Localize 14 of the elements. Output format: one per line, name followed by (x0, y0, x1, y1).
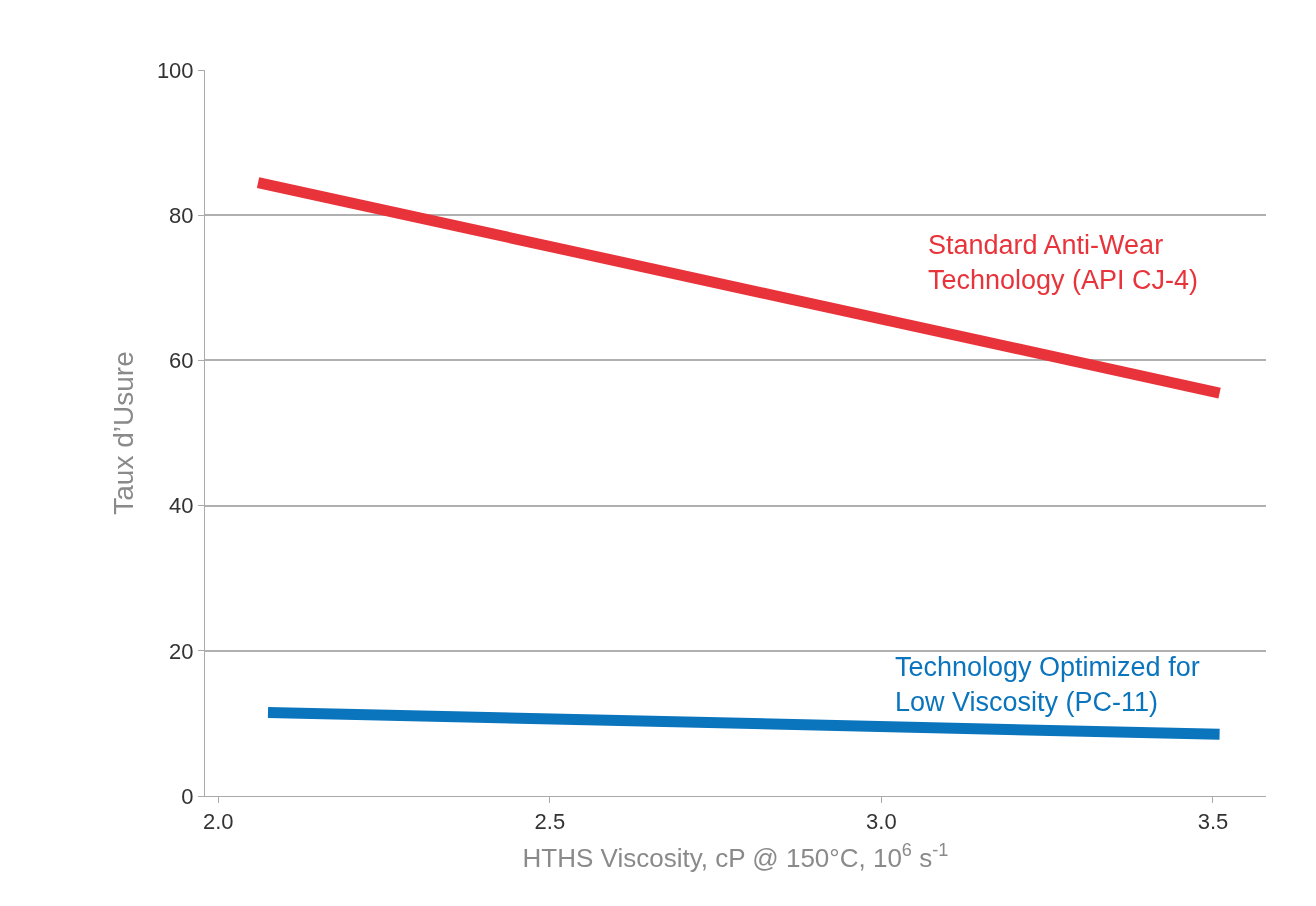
y-tick-label: 0 (181, 783, 194, 809)
y-tick-label: 60 (169, 348, 194, 374)
y-tick-label: 40 (169, 493, 194, 519)
y-tick-label: 80 (169, 202, 194, 228)
series-label: Technology Optimized for Low Viscosity (PC-11) (895, 652, 1200, 718)
x-tick-label: 3.5 (1197, 809, 1229, 835)
x-tick-label: 2.0 (202, 809, 234, 835)
series-label: Standard Anti-Wear Technology (API CJ-4) (928, 230, 1199, 296)
x-axis-title: HTHS Viscosity, cP @ 150°C, 10$^{6}$ s$^{-1}$ (522, 840, 949, 874)
y-tick-label: 20 (169, 638, 194, 664)
x-tick-label: 2.5 (534, 809, 566, 835)
y-tick-label: 100 (156, 57, 194, 83)
y-axis-title: Taux d’Usure (107, 351, 139, 515)
x-tick-label: 3.0 (866, 809, 897, 835)
